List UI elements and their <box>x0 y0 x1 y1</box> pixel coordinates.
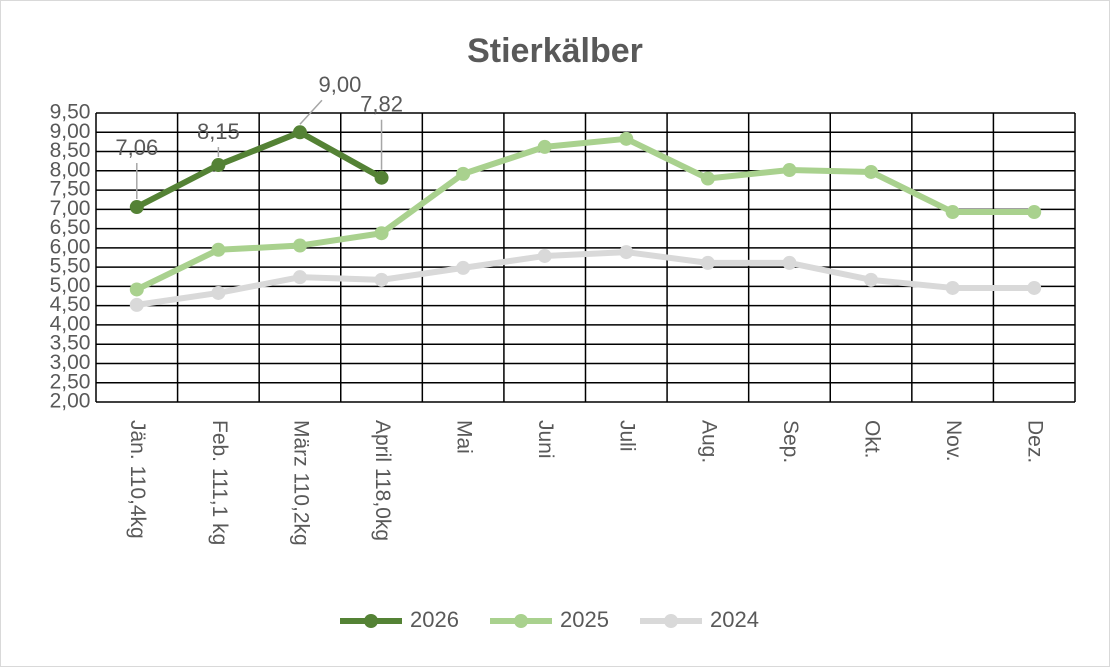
series-line <box>135 129 384 210</box>
y-tick-label: 4,00 <box>50 312 91 335</box>
data-point <box>211 242 226 257</box>
data-point <box>945 280 960 295</box>
data-point <box>374 272 389 287</box>
data-point <box>1027 205 1042 220</box>
x-tick-label: Jän. 110,4kg <box>126 420 149 539</box>
data-point <box>537 139 552 154</box>
y-tick-label: 3,00 <box>50 351 91 374</box>
data-point <box>129 297 144 312</box>
legend-label: 2025 <box>560 607 609 632</box>
y-tick-label: 9,50 <box>50 101 91 124</box>
data-point <box>211 158 226 173</box>
data-label: 7,06 <box>115 135 158 160</box>
y-tick-label: 8,00 <box>50 158 91 181</box>
x-tick-label: Sep. <box>779 420 802 463</box>
data-point <box>864 164 879 179</box>
data-point <box>537 248 552 263</box>
legend-marker <box>664 614 678 628</box>
y-tick-label: 7,00 <box>50 197 91 220</box>
legend-label: 2026 <box>410 607 459 632</box>
x-tick-label: Feb. 111,1 kg <box>208 420 231 545</box>
data-point <box>456 260 471 275</box>
series-line <box>135 135 1035 293</box>
y-tick-label: 8,50 <box>50 139 91 162</box>
data-label: 8,15 <box>197 119 240 144</box>
data-point <box>619 131 634 146</box>
x-tick-label: Mai <box>453 420 476 454</box>
legend-label: 2024 <box>710 607 759 632</box>
x-tick-label: Nov. <box>942 420 965 462</box>
leader-line <box>299 99 323 125</box>
x-tick-label: Juli <box>616 420 639 452</box>
x-tick-label: April 118,0kg <box>371 420 394 541</box>
x-tick-label: Okt. <box>860 420 883 459</box>
legend-marker <box>364 614 378 628</box>
data-point <box>374 170 389 185</box>
data-point <box>456 166 471 181</box>
x-tick-label: Dez. <box>1024 420 1047 463</box>
data-point <box>129 200 144 215</box>
data-point <box>211 285 226 300</box>
data-label: 9,00 <box>319 72 362 97</box>
data-point <box>945 205 960 220</box>
data-point <box>292 270 307 285</box>
data-point <box>700 171 715 186</box>
x-tick-label: Aug. <box>697 420 720 463</box>
y-tick-label: 5,50 <box>50 255 91 278</box>
y-tick-label: 7,50 <box>50 178 91 201</box>
data-point <box>374 226 389 241</box>
data-point <box>700 255 715 270</box>
data-point <box>782 163 797 178</box>
data-point <box>864 272 879 287</box>
y-tick-label: 6,00 <box>50 235 91 258</box>
chart-title: Stierkälber <box>467 32 643 70</box>
x-tick-label: März 110,2kg <box>289 420 312 546</box>
y-tick-label: 3,50 <box>50 332 91 355</box>
data-point <box>1027 280 1042 295</box>
y-tick-label: 9,00 <box>50 120 91 143</box>
x-tick-label: Juni <box>534 420 557 459</box>
data-point <box>129 282 144 297</box>
data-label: 7,82 <box>360 92 403 117</box>
data-point <box>619 245 634 260</box>
y-tick-label: 4,50 <box>50 293 91 316</box>
y-tick-label: 6,50 <box>50 216 91 239</box>
data-point <box>292 238 307 253</box>
data-point <box>292 125 307 140</box>
y-tick-label: 5,00 <box>50 274 91 297</box>
data-point <box>782 255 797 270</box>
y-tick-label: 2,00 <box>50 390 91 413</box>
series-line <box>136 249 1035 308</box>
legend-marker <box>514 614 528 628</box>
y-tick-label: 2,50 <box>50 370 91 393</box>
